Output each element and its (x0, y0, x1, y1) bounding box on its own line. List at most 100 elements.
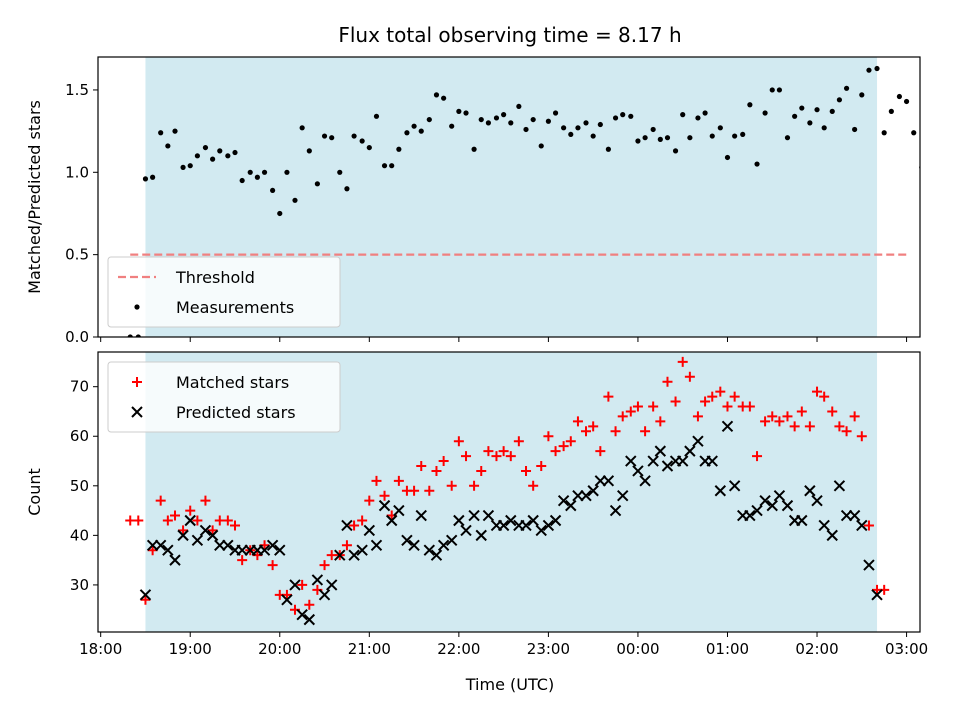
data-point-dot (590, 133, 596, 139)
data-point-plus (170, 510, 181, 521)
data-point-dot (299, 125, 305, 131)
data-point-plus (357, 515, 368, 526)
data-point-x (318, 589, 331, 601)
data-point-dot (642, 135, 648, 141)
y-tick-label: 50 (70, 477, 89, 495)
data-point-dot (776, 87, 783, 93)
y-tick-label: 0.5 (65, 246, 89, 264)
data-point-dot (754, 161, 760, 167)
data-point-x (677, 455, 689, 467)
data-point-x (453, 514, 465, 527)
data-point-dot (418, 128, 424, 134)
data-point-x (535, 524, 547, 537)
data-point-x (497, 519, 510, 532)
data-point-dot (516, 103, 522, 110)
data-point-dot (292, 197, 298, 203)
data-point-x (408, 539, 420, 551)
data-point-dot (866, 67, 872, 73)
data-point-plus (617, 411, 628, 422)
data-point-plus (281, 589, 292, 600)
data-point-x (274, 544, 286, 556)
data-point-plus (863, 520, 874, 531)
data-point-dot (836, 97, 843, 103)
y-axis-label: Count (25, 468, 44, 516)
x-tick-label: 21:00 (348, 640, 391, 658)
chart-title: Flux total observing time = 8.17 h (338, 23, 681, 47)
data-point-plus (819, 391, 830, 402)
legend-swatch-dot (134, 304, 140, 310)
data-point-x (654, 445, 667, 457)
data-point-dot (530, 116, 536, 123)
data-point-x (804, 485, 816, 497)
axes-frame (97, 56, 921, 338)
data-point-dot (217, 148, 223, 154)
data-point-dot (433, 92, 440, 98)
data-point-dot (463, 110, 469, 116)
data-point-plus (498, 446, 509, 457)
data-point-x (385, 514, 398, 527)
legend: Matched stars Predicted stars (107, 361, 341, 433)
data-point-plus (237, 555, 248, 566)
data-point-dot (165, 143, 171, 149)
data-point-dot (664, 135, 671, 141)
legend-swatch-plus (132, 377, 142, 387)
legend-label: Predicted stars (176, 403, 296, 422)
data-point-plus (812, 386, 823, 397)
data-point-x (661, 460, 674, 472)
data-point-plus (729, 391, 740, 402)
data-point-x (370, 539, 383, 551)
data-point-dot (829, 108, 835, 114)
data-point-plus (700, 396, 711, 407)
data-point-dot (881, 130, 887, 136)
data-point-dot (239, 177, 245, 184)
y-tick-label: 70 (70, 378, 89, 396)
data-point-dot (493, 115, 500, 121)
data-point-dot (225, 153, 231, 159)
data-point-x (848, 509, 861, 522)
data-point-x (781, 499, 794, 512)
data-point-plus (655, 416, 666, 427)
data-point-plus (774, 416, 785, 427)
data-point-dot (612, 115, 619, 121)
legend-label: Threshold (175, 268, 255, 287)
data-point-x (706, 455, 718, 467)
data-point-x (169, 554, 181, 566)
data-point-dot (329, 135, 335, 141)
data-point-x (520, 519, 532, 532)
data-point-dot (702, 110, 708, 116)
data-point-dot (687, 135, 693, 141)
data-point-dot (799, 105, 805, 111)
data-point-x (445, 534, 458, 547)
data-point-dot (769, 87, 775, 93)
data-point-x (856, 519, 868, 532)
data-point-dot (740, 131, 746, 138)
data-point-plus (192, 515, 203, 526)
data-point-plus (841, 426, 852, 437)
data-point-dot (411, 123, 417, 129)
data-point-plus (162, 515, 173, 526)
data-point-dot (135, 334, 141, 337)
data-point-plus (431, 465, 442, 476)
x-axis-label: Time (UTC) (465, 675, 554, 694)
data-point-plus (648, 401, 659, 412)
data-point-x (348, 549, 360, 561)
data-point-x (587, 485, 599, 497)
data-point-x (602, 475, 615, 487)
data-point-x (728, 480, 741, 492)
data-point-plus (513, 436, 524, 447)
data-point-dot (194, 153, 200, 159)
data-point-plus (393, 475, 404, 486)
data-point-plus (438, 456, 449, 467)
data-point-x (378, 499, 391, 512)
data-point-dot (306, 148, 312, 154)
data-point-dot (396, 146, 402, 152)
data-point-x (393, 504, 405, 517)
data-point-dot (911, 130, 917, 136)
data-point-x (632, 465, 644, 477)
data-point-dot (717, 125, 723, 131)
data-point-plus (453, 436, 464, 447)
data-point-plus (185, 505, 196, 516)
data-point-dot (605, 146, 611, 152)
data-point-dot (366, 144, 372, 151)
